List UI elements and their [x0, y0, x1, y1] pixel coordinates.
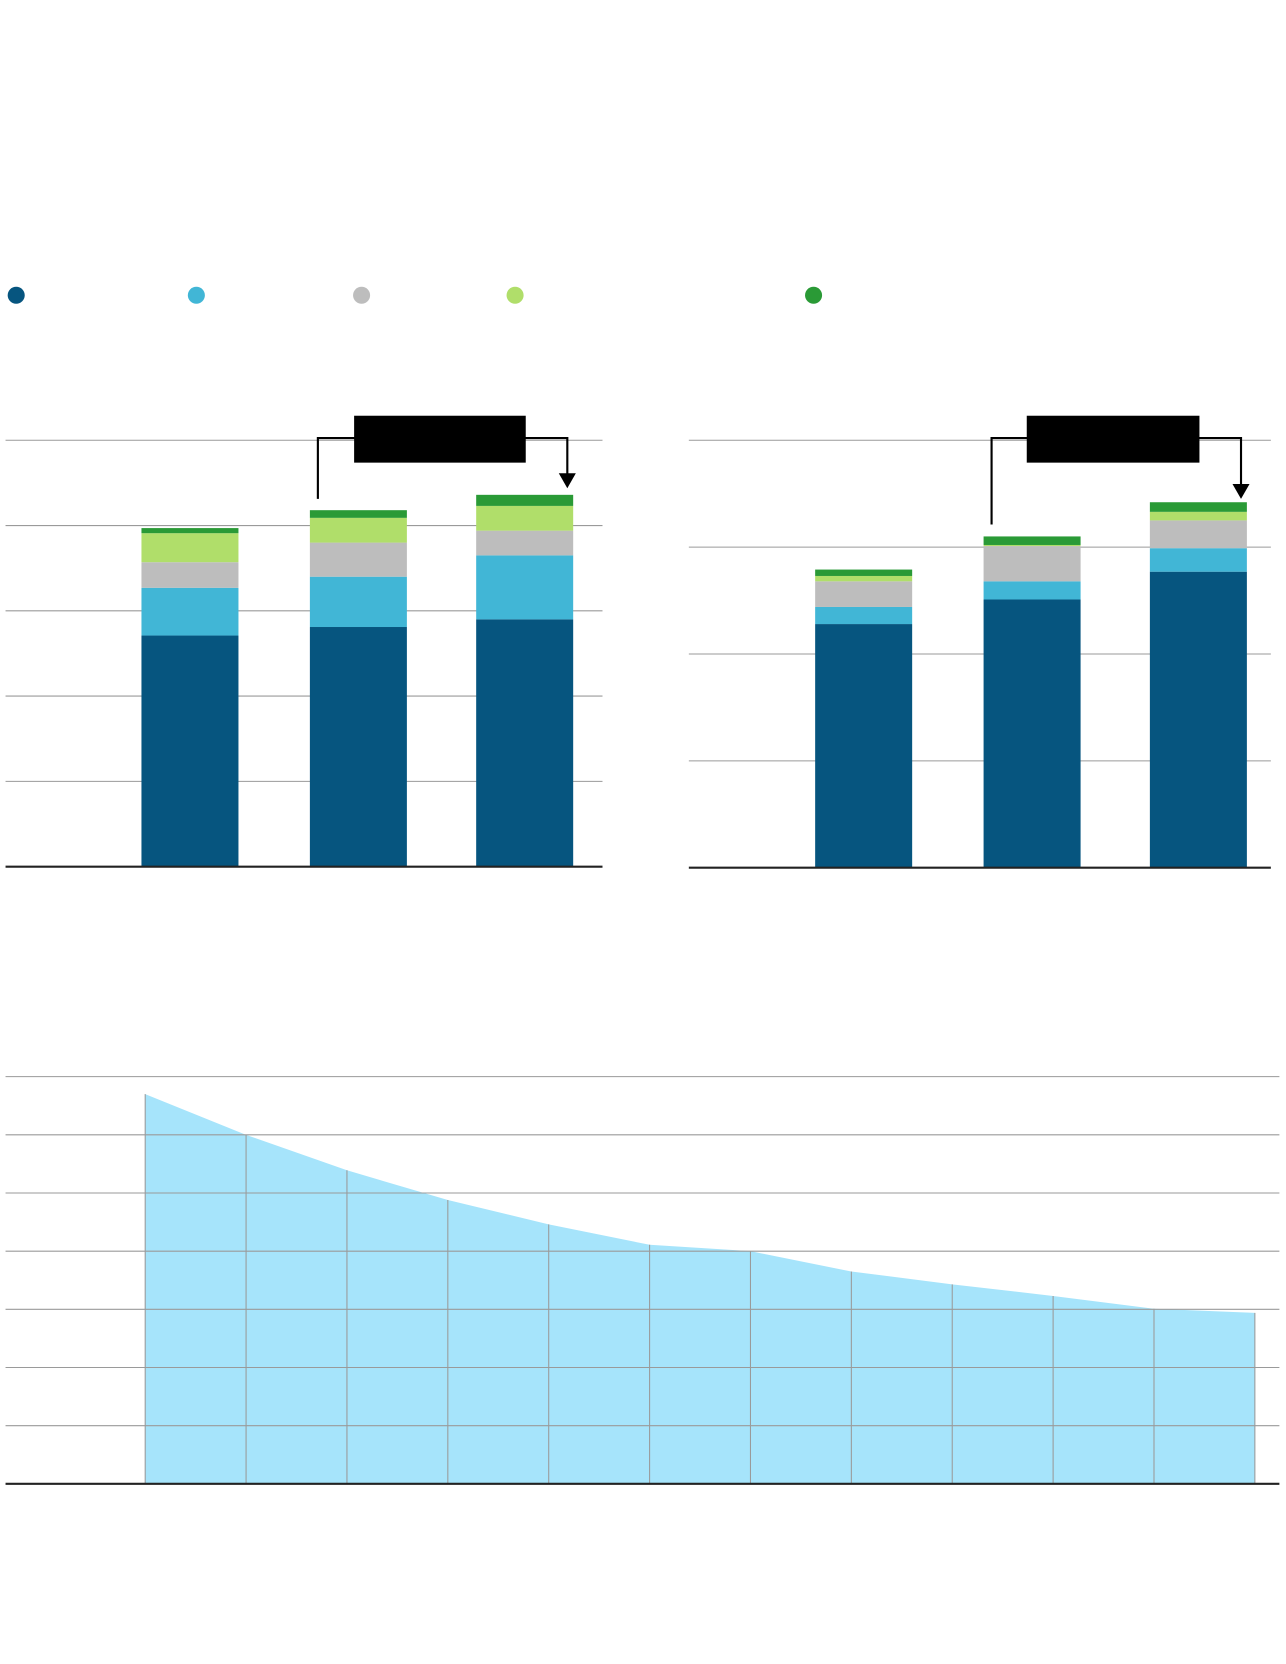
- bar-segment: [476, 494, 574, 506]
- charts: [5, 286, 1280, 1485]
- bar-segment: [309, 517, 407, 543]
- legend-marker: [805, 286, 823, 304]
- bar-segment: [815, 581, 913, 607]
- chart: [5, 1076, 1280, 1485]
- marks: [5, 494, 603, 868]
- bar-segment: [815, 575, 913, 582]
- bar-segment: [309, 510, 407, 518]
- bar-segment: [1149, 520, 1247, 549]
- chart: [5, 439, 603, 868]
- bar-segment: [141, 587, 239, 636]
- chart: [688, 439, 1271, 869]
- bar-segment: [983, 536, 1081, 545]
- bar-segment: [309, 576, 407, 628]
- bar-segment: [1149, 548, 1247, 572]
- bar-segment: [1149, 502, 1247, 512]
- bar-segment: [476, 530, 574, 556]
- legend-marker: [7, 286, 25, 304]
- bar-segment: [309, 542, 407, 577]
- annotation-2: [990, 415, 1250, 525]
- bar-segment: [309, 627, 407, 867]
- bar-segment: [476, 505, 574, 531]
- bar-segment: [141, 562, 239, 588]
- bar-segment: [983, 546, 1081, 582]
- bar-segment: [983, 544, 1081, 547]
- legend-marker: [506, 286, 524, 304]
- area: [145, 1094, 1255, 1484]
- legend-marker: [353, 286, 371, 304]
- bar-segment: [815, 569, 913, 576]
- marks: [5, 1076, 1280, 1485]
- legend: [7, 286, 823, 304]
- legend-marker: [187, 286, 205, 304]
- bar-segment: [815, 606, 913, 625]
- bar-segment: [815, 624, 913, 868]
- marks: [688, 502, 1271, 869]
- bar-segment: [141, 528, 239, 534]
- bar-segment: [1149, 571, 1247, 868]
- bar-segment: [476, 555, 574, 620]
- bar-segment: [141, 635, 239, 867]
- bar-segment: [476, 619, 574, 867]
- bar-segment: [983, 599, 1081, 868]
- annotation-1: [316, 415, 576, 499]
- bar-segment: [983, 581, 1081, 600]
- bar-segment: [141, 533, 239, 563]
- bar-segment: [1149, 511, 1247, 521]
